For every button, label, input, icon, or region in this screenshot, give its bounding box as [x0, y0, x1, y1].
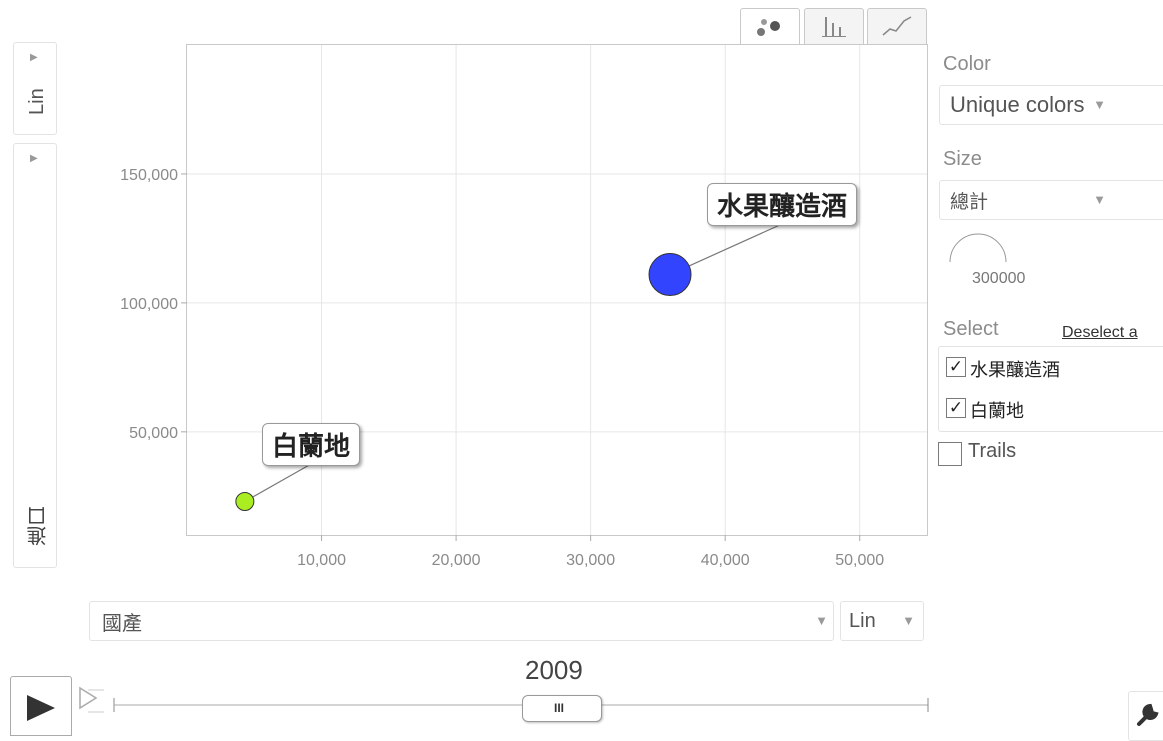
thumb-grip: III — [554, 701, 565, 715]
current-year: 2009 — [525, 655, 583, 685]
y-tick-label: 50,000 — [129, 425, 178, 442]
x-metric-value: 國產 — [102, 612, 142, 635]
timeline-track[interactable] — [112, 692, 932, 718]
bubble-chart-icon — [757, 19, 780, 36]
bar-chart-icon — [822, 16, 846, 37]
wrench-icon — [1137, 703, 1159, 726]
y-scale-control[interactable]: ▶ Lin — [13, 42, 57, 135]
x-tick-label: 40,000 — [701, 552, 750, 569]
timeline-thumb[interactable]: III — [522, 695, 602, 722]
chevron-down-icon: ▼ — [902, 613, 915, 628]
bubble-label-fruit-wine[interactable]: 水果釀造酒 — [707, 183, 858, 226]
bubble-brandy[interactable] — [235, 491, 255, 511]
select-item-fruit-wine[interactable]: 水果釀造酒 — [970, 360, 1060, 380]
axis-ticks: 10,000 20,000 30,000 40,000 50,000 50,000 100,… — [120, 167, 884, 569]
bubble-label-brandy[interactable]: 白蘭地 — [262, 423, 361, 466]
chevron-down-icon: ▼ — [1093, 192, 1106, 207]
size-label: Size — [943, 148, 982, 170]
bubble-fruit-wine[interactable] — [648, 253, 692, 297]
x-tick-label: 50,000 — [835, 552, 884, 569]
play-icon — [27, 695, 55, 721]
settings-button[interactable] — [1128, 691, 1163, 741]
size-dropdown-value: 總計 — [950, 191, 989, 213]
select-list — [938, 346, 1163, 432]
tab-bubble[interactable] — [740, 8, 800, 45]
color-dropdown-value: Unique colors — [950, 92, 1085, 117]
x-scale-dropdown[interactable]: Lin ▼ — [840, 601, 924, 641]
color-label: Color — [943, 53, 991, 75]
tab-line[interactable] — [867, 8, 927, 44]
select-item-brandy[interactable]: 白蘭地 — [970, 401, 1024, 421]
chevron-right-icon: ▶ — [30, 153, 38, 164]
chevron-down-icon: ▼ — [815, 613, 828, 628]
x-tick-label: 30,000 — [566, 552, 615, 569]
deselect-all-link[interactable]: Deselect a — [1062, 324, 1138, 341]
checkbox-fruit-wine[interactable]: ✓ — [946, 357, 966, 377]
bubble-chart — [187, 45, 927, 535]
select-label: Select — [943, 318, 999, 340]
y-tick-label: 100,000 — [120, 296, 178, 313]
size-legend-arc — [949, 233, 1007, 263]
chevron-right-icon: ▶ — [30, 52, 38, 63]
y-tick-label: 150,000 — [120, 167, 178, 184]
x-tick-label: 10,000 — [297, 552, 346, 569]
speed-icon[interactable] — [78, 684, 110, 716]
x-scale-value: Lin — [849, 609, 876, 632]
x-metric-dropdown[interactable]: 國產 ▼ — [89, 601, 834, 641]
play-button[interactable] — [10, 676, 72, 736]
color-dropdown[interactable]: Unique colors ▼ — [939, 85, 1163, 125]
size-dropdown[interactable]: 總計 ▼ — [939, 180, 1163, 220]
trails-label: Trails — [968, 440, 1017, 462]
y-metric-control[interactable]: ▶ 進口 — [13, 143, 57, 568]
line-chart-icon — [882, 15, 912, 36]
size-legend-value: 300000 — [972, 270, 1026, 287]
checkbox-brandy[interactable]: ✓ — [946, 398, 966, 418]
tab-bar[interactable] — [804, 8, 864, 44]
trails-checkbox[interactable] — [938, 442, 962, 466]
x-tick-label: 20,000 — [432, 552, 481, 569]
callout-leader — [244, 463, 312, 502]
chevron-down-icon: ▼ — [1093, 97, 1106, 112]
